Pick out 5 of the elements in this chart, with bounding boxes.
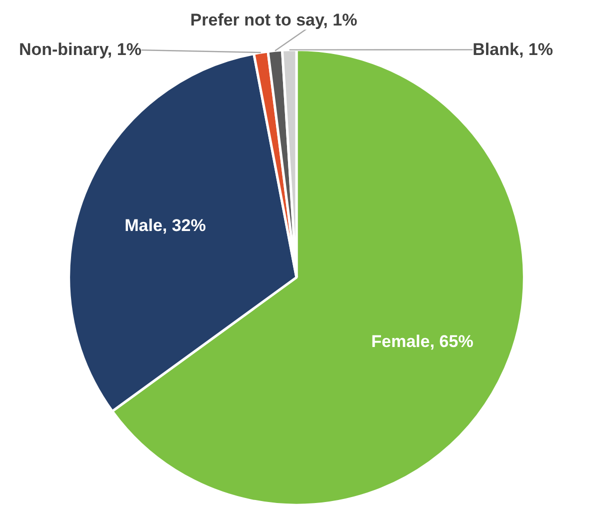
slice-label: Prefer not to say, 1% (190, 10, 358, 30)
slice-label: Blank, 1% (472, 40, 553, 60)
slice-label: Male, 32% (124, 216, 206, 235)
slice-label: Female, 65% (371, 332, 474, 351)
slice-label: Non-binary, 1% (18, 40, 142, 60)
